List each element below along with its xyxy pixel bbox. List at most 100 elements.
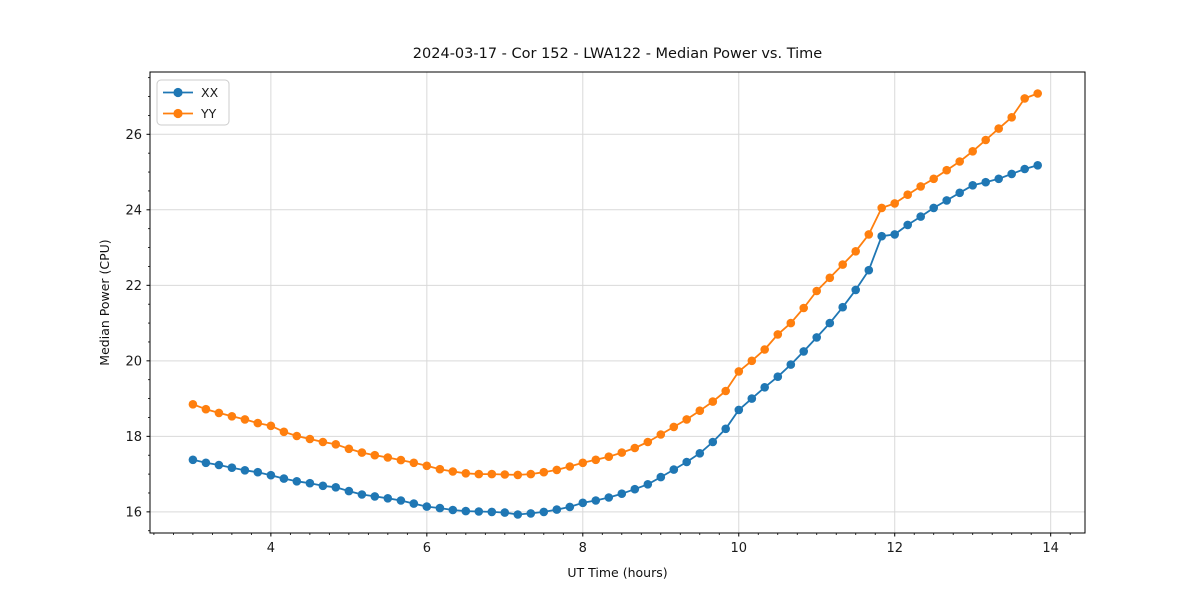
- series-yy-marker: [734, 367, 744, 376]
- series-yy-marker: [643, 437, 653, 447]
- series-xx-marker: [292, 477, 302, 486]
- legend-marker-yy-icon: [173, 108, 183, 119]
- series-xx-marker: [461, 506, 471, 516]
- series-yy-marker: [500, 470, 510, 479]
- series-yy-marker: [604, 452, 614, 462]
- series-xx-marker: [266, 470, 276, 480]
- series-xx-marker: [877, 231, 886, 241]
- series-yy-marker: [292, 431, 302, 441]
- series-xx-marker: [682, 457, 691, 467]
- series-yy-marker: [890, 199, 899, 208]
- legend-label-xx: XX: [201, 85, 219, 100]
- series-xx-marker: [201, 458, 211, 468]
- series-yy-marker: [435, 464, 445, 474]
- series-xx-marker: [487, 507, 497, 517]
- series-xx-marker: [1007, 169, 1016, 179]
- series-xx-marker: [396, 496, 406, 505]
- series-xx-marker: [643, 480, 653, 489]
- series-xx-marker: [474, 507, 484, 516]
- series-yy-marker: [279, 427, 289, 437]
- series-xx-marker: [526, 509, 536, 518]
- plot-border: [149, 71, 1086, 534]
- series-xx-marker: [279, 474, 289, 483]
- series-xx-marker: [188, 455, 198, 465]
- series-yy-marker: [318, 437, 328, 447]
- x-tick-label: 14: [1042, 541, 1059, 556]
- series-xx-marker: [552, 505, 562, 514]
- series-yy-marker: [695, 406, 705, 416]
- series-xx-marker: [656, 472, 666, 482]
- y-tick-label: 18: [125, 430, 142, 445]
- series-yy-marker: [266, 421, 276, 431]
- series-xx-marker: [630, 484, 640, 494]
- series-yy-marker: [786, 318, 796, 328]
- series-yy-marker: [253, 418, 263, 428]
- series-xx-marker: [695, 449, 705, 458]
- series-yy-marker: [383, 453, 393, 462]
- series-yy-marker: [708, 397, 718, 406]
- series-layer: [188, 89, 1042, 519]
- series-yy-marker: [656, 430, 666, 439]
- series-xx-marker: [370, 492, 380, 501]
- series-xx-line: [192, 164, 1038, 516]
- series-xx-marker: [916, 212, 925, 221]
- series-xx-marker: [331, 483, 341, 492]
- series-xx-marker: [227, 463, 237, 473]
- series-xx-marker: [994, 174, 1003, 184]
- series-yy-marker: [799, 303, 808, 313]
- series-yy-marker: [214, 408, 224, 418]
- series-xx-marker: [773, 372, 783, 382]
- series-yy-marker: [422, 461, 432, 471]
- tick-labels: 4 6 8 10 12 14 16 18 20 22 24 26: [125, 128, 1059, 556]
- series-xx-marker: [214, 460, 224, 470]
- y-tick-label: 16: [125, 505, 142, 520]
- series-yy-marker: [929, 174, 938, 184]
- series-xx-marker: [851, 285, 860, 295]
- series-xx-marker: [955, 188, 964, 198]
- y-axis-label: Median Power (CPU): [97, 239, 112, 365]
- series-xx-marker: [1033, 161, 1042, 170]
- x-tick-label: 10: [730, 541, 747, 556]
- legend-marker-xx-icon: [173, 87, 183, 98]
- legend-item-yy: YY: [163, 106, 217, 121]
- series-yy-marker: [344, 444, 354, 454]
- series-xx-marker: [578, 498, 588, 508]
- series-xx-marker: [604, 493, 614, 502]
- x-tick-label: 12: [886, 541, 903, 556]
- series-xx-marker: [786, 360, 796, 369]
- series-xx-marker: [318, 481, 328, 491]
- series-xx-marker: [1020, 164, 1029, 174]
- series-yy-line: [192, 92, 1039, 476]
- series-yy-marker: [721, 386, 730, 396]
- series-yy: [188, 89, 1042, 480]
- series-yy-marker: [461, 469, 471, 478]
- series-xx-marker: [422, 502, 432, 511]
- series-xx-marker: [617, 489, 627, 499]
- y-tick-label: 20: [125, 354, 142, 369]
- series-yy-marker: [994, 124, 1003, 133]
- x-tick-label: 8: [579, 541, 587, 556]
- series-xx-marker: [981, 177, 990, 187]
- series-yy-marker: [877, 203, 886, 213]
- series-xx-marker: [721, 424, 730, 434]
- series-yy-marker: [578, 458, 588, 468]
- series-yy-marker: [773, 330, 783, 339]
- x-tick-label: 4: [267, 541, 275, 556]
- series-xx-marker: [448, 505, 458, 515]
- series-xx-marker: [591, 496, 601, 505]
- chart-title: 2024-03-17 - Cor 152 - LWA122 - Median P…: [413, 46, 822, 62]
- series-yy-marker: [539, 467, 549, 477]
- series-yy-marker: [370, 450, 380, 460]
- series-yy-marker: [747, 356, 757, 366]
- series-xx-marker: [357, 490, 367, 499]
- series-xx-marker: [812, 333, 821, 342]
- legend-item-xx: XX: [163, 85, 219, 100]
- series-yy-marker: [227, 412, 237, 421]
- series-yy-marker: [812, 286, 821, 296]
- series-yy-marker: [409, 458, 419, 468]
- series-yy-marker: [630, 443, 640, 453]
- y-tick-label: 24: [125, 203, 142, 218]
- series-yy-marker: [617, 448, 627, 457]
